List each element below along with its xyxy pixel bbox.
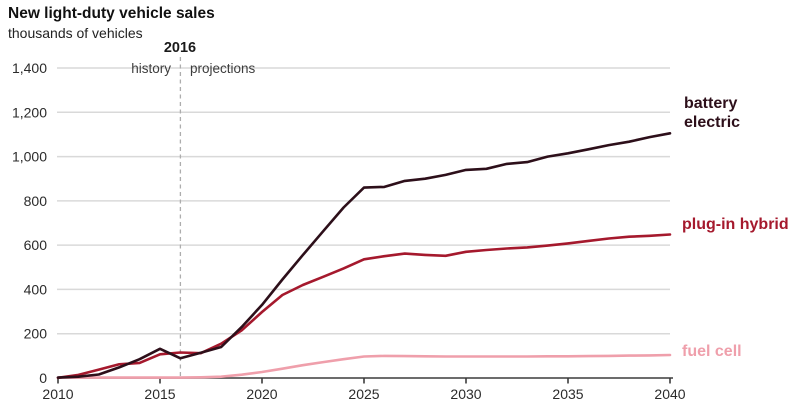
y-tick-label: 400 — [24, 281, 48, 297]
x-tick-label: 2035 — [552, 386, 583, 402]
x-tick-label: 2010 — [42, 386, 73, 402]
y-tick-label: 1,400 — [12, 60, 47, 76]
x-axis: 2010 2015 2020 2025 2030 2035 2040 — [42, 377, 686, 402]
x-tick-label: 2020 — [246, 386, 277, 402]
y-tick-label: 800 — [24, 193, 48, 209]
x-tick-label: 2030 — [450, 386, 481, 402]
y-axis-labels: 0 200 400 600 800 1,000 1,200 1,400 — [12, 60, 47, 386]
projections-label: projections — [190, 61, 256, 76]
x-tick-label: 2025 — [348, 386, 379, 402]
y-tick-label: 1,200 — [12, 104, 47, 120]
x-tick-label: 2015 — [144, 386, 175, 402]
series-lines — [56, 132, 672, 380]
series-label-plug-in-hybrid: plug-in hybrid — [682, 216, 789, 233]
line-battery-electric — [56, 132, 672, 379]
line-plug-in-hybrid — [56, 233, 672, 380]
x-tick-label: 2040 — [654, 386, 685, 402]
y-tick-label: 200 — [24, 326, 48, 342]
gridlines — [57, 67, 670, 335]
series-label-fuel-cell: fuel cell — [682, 343, 742, 360]
divider-year-label: 2016 — [163, 40, 197, 56]
chart-title: New light-duty vehicle sales — [8, 5, 215, 22]
series-label-battery-electric: battery electric — [684, 95, 741, 131]
chart-subtitle: thousands of vehicles — [8, 25, 143, 41]
y-tick-label: 1,000 — [12, 149, 47, 165]
line-fuel-cell — [56, 353, 672, 379]
y-tick-label: 0 — [39, 370, 47, 386]
y-tick-label: 600 — [24, 237, 48, 253]
history-label: history — [131, 61, 171, 76]
